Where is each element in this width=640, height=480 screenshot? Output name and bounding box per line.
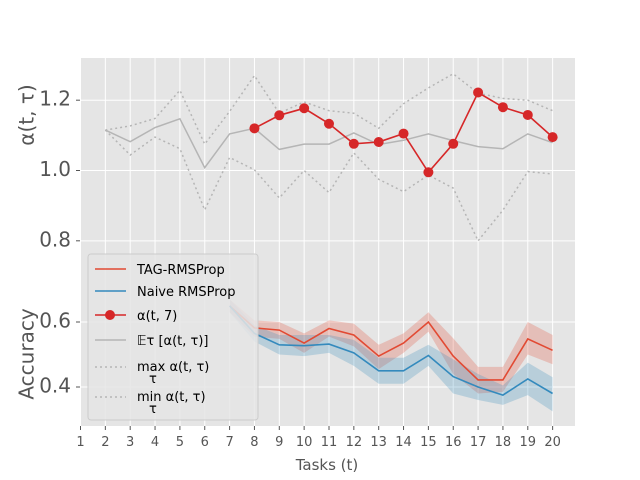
series-naive xyxy=(229,305,554,396)
x-ticks: 1 2 3 4 5 6 7 8 9 10 11 12 13 14 15 16 17 18 19 20 xyxy=(76,426,561,450)
top-series xyxy=(104,72,558,243)
bottom-y-axis-label: Accuracy xyxy=(15,308,39,399)
point-alpha_t7 xyxy=(274,110,285,121)
point-alpha_t7 xyxy=(522,109,533,120)
point-alpha_t7 xyxy=(299,103,310,114)
series-max xyxy=(105,72,553,146)
legend-marker xyxy=(105,310,115,320)
legend-subscript: τ xyxy=(149,372,157,387)
point-alpha_t7 xyxy=(323,118,334,129)
legend-label: Naive RMSProp xyxy=(137,285,236,300)
legend-label: min α(t, τ) xyxy=(137,390,206,405)
x-tick-label: 16 xyxy=(445,435,462,450)
x-tick-label: 9 xyxy=(275,435,283,450)
x-tick-label: 3 xyxy=(126,435,134,450)
x-tick-label: 2 xyxy=(101,435,109,450)
x-tick-label: 12 xyxy=(346,435,363,450)
x-tick-label: 18 xyxy=(495,435,512,450)
x-tick-label: 14 xyxy=(395,435,412,450)
x-tick-label: 11 xyxy=(321,435,338,450)
x-tick-label: 5 xyxy=(176,435,184,450)
x-tick-label: 1 xyxy=(76,435,84,450)
top-y-axis-label: α(t, τ) xyxy=(15,84,39,145)
legend-label: α(t, 7) xyxy=(137,309,177,324)
point-alpha_t7 xyxy=(547,132,558,143)
point-alpha_t7 xyxy=(423,167,434,178)
y-tick-label: 1.0 xyxy=(39,157,71,181)
legend-label: TAG-RMSProp xyxy=(136,263,225,278)
x-tick-label: 7 xyxy=(225,435,233,450)
legend-entry-min: min α(t, τ)τ xyxy=(95,390,206,417)
point-alpha_t7 xyxy=(497,102,508,113)
series-expectation xyxy=(104,117,553,170)
legend-entry-alpha_t7: α(t, 7) xyxy=(95,309,177,324)
bottom-y-ticks: 0.4 0.6 xyxy=(39,309,80,398)
bottom-series xyxy=(229,299,554,412)
legend-entry-expectation: 𝔼τ [α(t, τ)] xyxy=(95,334,209,349)
legend-entry-max: max α(t, τ)τ xyxy=(95,360,209,387)
legend-label: 𝔼τ [α(t, τ)] xyxy=(137,334,209,349)
x-axis-label: Tasks (t) xyxy=(295,456,359,474)
band-naive xyxy=(229,299,553,412)
point-alpha_t7 xyxy=(348,138,359,149)
legend-entry-tag: TAG-RMSProp xyxy=(95,263,225,278)
x-tick-label: 8 xyxy=(250,435,258,450)
x-tick-label: 20 xyxy=(544,435,561,450)
x-tick-label: 15 xyxy=(420,435,437,450)
x-tick-label: 6 xyxy=(201,435,209,450)
top-panel: 0.8 1.0 1.2 α(t, τ) xyxy=(15,58,575,283)
legend-entry-naive: Naive RMSProp xyxy=(95,285,236,300)
point-alpha_t7 xyxy=(448,138,459,149)
point-alpha_t7 xyxy=(398,128,409,139)
point-alpha_t7 xyxy=(473,87,484,98)
point-alpha_t7 xyxy=(373,137,384,148)
y-tick-label: 0.8 xyxy=(39,227,71,251)
legend-box xyxy=(87,253,259,421)
x-tick-label: 10 xyxy=(296,435,313,450)
y-tick-label: 0.4 xyxy=(39,374,71,398)
y-tick-label: 1.2 xyxy=(39,87,71,111)
x-tick-label: 17 xyxy=(470,435,487,450)
y-tick-label: 0.6 xyxy=(39,309,71,333)
legend-subscript: τ xyxy=(149,402,157,417)
x-tick-label: 4 xyxy=(151,435,159,450)
band-tag xyxy=(229,299,553,394)
top-y-ticks: 0.8 1.0 1.2 xyxy=(39,87,80,251)
legend: TAG-RMSProp Naive RMSProp α(t, 7) 𝔼τ [α(t, … xyxy=(87,253,259,421)
legend-label: max α(t, τ) xyxy=(137,360,209,375)
x-tick-label: 19 xyxy=(520,435,537,450)
series-tag xyxy=(229,305,553,381)
x-tick-label: 13 xyxy=(370,435,387,450)
point-alpha_t7 xyxy=(249,123,260,134)
